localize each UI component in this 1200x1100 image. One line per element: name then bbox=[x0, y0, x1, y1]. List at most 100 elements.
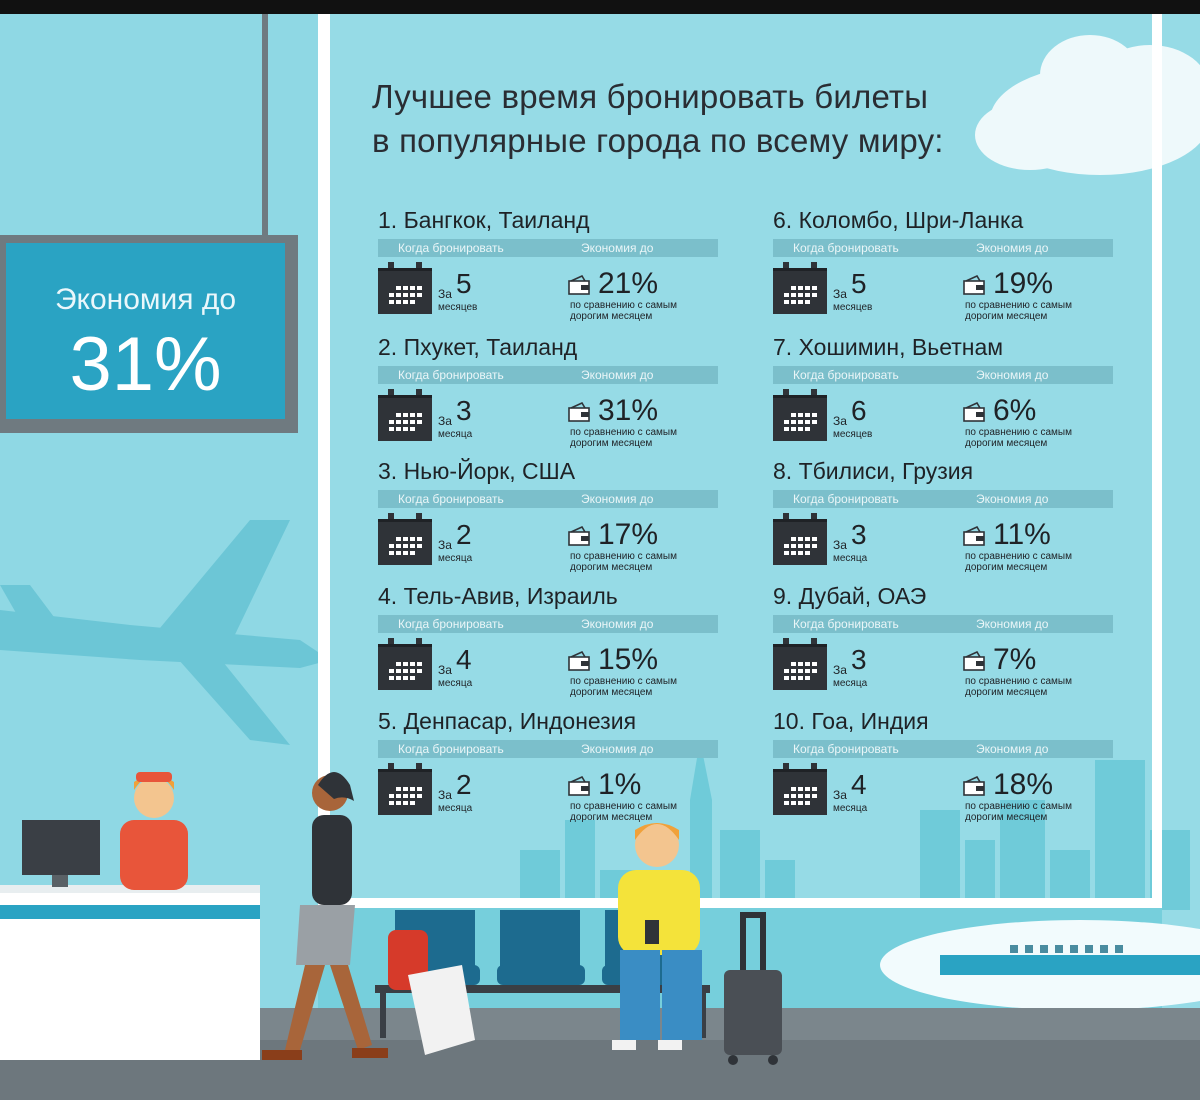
compare-note: по сравнению с самым дорогим месяцем bbox=[965, 427, 1072, 449]
savings-sign-value: 31% bbox=[69, 322, 222, 407]
city-name: 2. Пхукет, Таиланд bbox=[378, 334, 578, 360]
card-header-bar: Когда бронировать Экономия до bbox=[773, 239, 1113, 257]
months-word: месяца bbox=[833, 553, 868, 564]
months-number: 6 bbox=[851, 395, 867, 426]
city-name: 4. Тель-Авив, Израиль bbox=[378, 583, 618, 609]
compare-note: по сравнению с самым дорогим месяцем bbox=[570, 551, 677, 573]
card-header-bar: Когда бронировать Экономия до bbox=[378, 239, 718, 257]
wallet-icon bbox=[963, 402, 985, 422]
za-label: За bbox=[833, 788, 847, 802]
card-header-bar: Когда бронировать Экономия до bbox=[773, 615, 1113, 633]
saving-percent: 15% bbox=[598, 643, 659, 676]
saving-percent: 18% bbox=[993, 768, 1054, 801]
months-word: месяцев bbox=[833, 429, 873, 440]
calendar-icon bbox=[378, 638, 432, 690]
wallet-icon bbox=[963, 776, 985, 796]
when-label: Когда бронировать bbox=[398, 241, 504, 255]
city-card-9: 9. Дубай, ОАЭ Когда бронировать Экономия… bbox=[773, 583, 1113, 703]
compare-note: по сравнению с самым дорогим месяцем bbox=[570, 676, 677, 698]
calendar-icon bbox=[773, 638, 827, 690]
city-card-10: 10. Гоа, Индия Когда бронировать Экономи… bbox=[773, 708, 1113, 828]
saving-label: Экономия до bbox=[581, 368, 654, 382]
wallet-icon bbox=[568, 402, 590, 422]
months-number: 2 bbox=[456, 519, 472, 550]
saving-label: Экономия до bbox=[976, 492, 1049, 506]
city-card-7: 7. Хошимин, Вьетнам Когда бронировать Эк… bbox=[773, 334, 1113, 454]
calendar-icon bbox=[378, 513, 432, 565]
city-card-1: 1. Бангкок, Таиланд Когда бронировать Эк… bbox=[378, 207, 718, 327]
saving-percent: 1% bbox=[598, 768, 642, 801]
months-word: месяца bbox=[833, 803, 868, 814]
months-word: месяцев bbox=[833, 302, 873, 313]
saving-label: Экономия до bbox=[976, 241, 1049, 255]
wallet-icon bbox=[568, 526, 590, 546]
city-name: 7. Хошимин, Вьетнам bbox=[773, 334, 1004, 360]
wallet-icon bbox=[963, 526, 985, 546]
compare-note: по сравнению с самым дорогим месяцем bbox=[570, 300, 677, 322]
airport-agent-figure bbox=[120, 772, 188, 890]
compare-note: по сравнению с самым дорогим месяцем bbox=[965, 551, 1072, 573]
savings-sign-label: Экономия до bbox=[54, 283, 237, 316]
seated-passenger-figure bbox=[612, 823, 702, 1050]
saving-percent: 19% bbox=[993, 267, 1054, 300]
months-number: 4 bbox=[851, 769, 867, 800]
card-header-bar: Когда бронировать Экономия до bbox=[773, 490, 1113, 508]
city-name: 5. Денпасар, Индонезия bbox=[378, 708, 637, 734]
months-number: 2 bbox=[456, 769, 472, 800]
za-label: За bbox=[438, 287, 452, 301]
saving-label: Экономия до bbox=[976, 617, 1049, 631]
months-word: месяца bbox=[438, 429, 473, 440]
card-header-bar: Когда бронировать Экономия до bbox=[773, 366, 1113, 384]
compare-note: по сравнению с самым дорогим месяцем bbox=[570, 427, 677, 449]
airplane-silhouette-icon bbox=[0, 520, 330, 745]
saving-percent: 21% bbox=[598, 267, 659, 300]
saving-label: Экономия до bbox=[581, 742, 654, 756]
page-title-line-2: в популярные города по всему миру: bbox=[372, 122, 944, 159]
saving-label: Экономия до bbox=[976, 742, 1049, 756]
za-label: За bbox=[438, 788, 452, 802]
months-word: месяцев bbox=[438, 302, 478, 313]
city-card-5: 5. Денпасар, Индонезия Когда бронировать… bbox=[378, 708, 718, 828]
za-label: За bbox=[833, 538, 847, 552]
card-header-bar: Когда бронировать Экономия до bbox=[378, 490, 718, 508]
when-label: Когда бронировать bbox=[398, 492, 504, 506]
city-card-4: 4. Тель-Авив, Израиль Когда бронировать … bbox=[378, 583, 718, 703]
calendar-icon bbox=[378, 262, 432, 314]
months-number: 5 bbox=[456, 268, 472, 299]
calendar-icon bbox=[378, 763, 432, 815]
saving-percent: 6% bbox=[993, 394, 1037, 427]
saving-label: Экономия до bbox=[581, 241, 654, 255]
compare-note: по сравнению с самым дорогим месяцем bbox=[965, 801, 1072, 823]
city-card-6: 6. Коломбо, Шри-Ланка Когда бронировать … bbox=[773, 207, 1113, 327]
city-card-3: 3. Нью-Йорк, США Когда бронировать Эконо… bbox=[378, 458, 718, 578]
city-card-8: 8. Тбилиси, Грузия Когда бронировать Эко… bbox=[773, 458, 1113, 578]
za-label: За bbox=[438, 538, 452, 552]
months-number: 3 bbox=[456, 395, 472, 426]
suitcase-icon bbox=[724, 912, 782, 1065]
saving-percent: 17% bbox=[598, 518, 659, 551]
when-label: Когда бронировать bbox=[793, 617, 899, 631]
wallet-icon bbox=[568, 651, 590, 671]
card-header-bar: Когда бронировать Экономия до bbox=[378, 615, 718, 633]
calendar-icon bbox=[378, 389, 432, 441]
compare-note: по сравнению с самым дорогим месяцем bbox=[570, 801, 677, 823]
when-label: Когда бронировать bbox=[398, 617, 504, 631]
city-name: 9. Дубай, ОАЭ bbox=[773, 583, 927, 609]
months-number: 3 bbox=[851, 644, 867, 675]
city-name: 1. Бангкок, Таиланд bbox=[378, 207, 590, 233]
calendar-icon bbox=[773, 389, 827, 441]
card-header-bar: Когда бронировать Экономия до bbox=[378, 740, 718, 758]
card-header-bar: Когда бронировать Экономия до bbox=[773, 740, 1113, 758]
za-label: За bbox=[833, 663, 847, 677]
when-label: Когда бронировать bbox=[398, 742, 504, 756]
months-word: месяца bbox=[833, 678, 868, 689]
when-label: Когда бронировать bbox=[793, 368, 899, 382]
za-label: За bbox=[438, 663, 452, 677]
wallet-icon bbox=[568, 275, 590, 295]
when-label: Когда бронировать bbox=[398, 368, 504, 382]
saving-label: Экономия до bbox=[581, 492, 654, 506]
cloud-icon bbox=[975, 35, 1200, 175]
saving-percent: 7% bbox=[993, 643, 1037, 676]
saving-percent: 11% bbox=[993, 518, 1051, 551]
compare-note: по сравнению с самым дорогим месяцем bbox=[965, 676, 1072, 698]
